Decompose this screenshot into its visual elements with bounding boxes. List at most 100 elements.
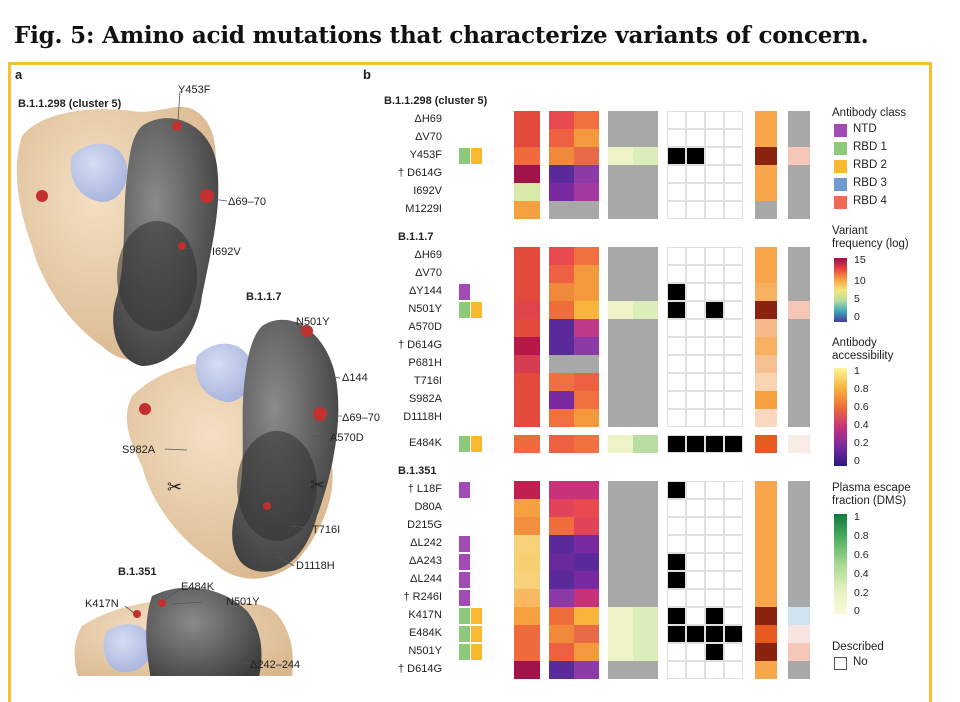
heatmap-described-cell (667, 183, 686, 201)
heatmap-described-cell (705, 409, 724, 427)
row-label: ΔL244 (410, 573, 442, 585)
heatmap-described-cell (667, 265, 686, 283)
heatmap-described-cell (724, 535, 743, 553)
legend-title-line: Variant (832, 225, 868, 237)
heatmap-mutation-cell (755, 283, 777, 301)
heatmap-escape-cell (608, 283, 658, 301)
row-label: M1229I (405, 203, 442, 215)
heatmap-accessibility-cell (549, 319, 574, 337)
heatmap-mutation-cell (755, 409, 777, 427)
heatmap-accessibility-cell (549, 283, 574, 301)
heatmap-accessibility-cell (549, 535, 574, 553)
heatmap-described-cell (686, 517, 705, 535)
row-label: K417N (408, 609, 442, 621)
heatmap-described-cell (724, 319, 743, 337)
mutation-label: D1118H (296, 560, 335, 572)
group-title: B.1.1.7 (398, 231, 434, 243)
heatmap-frequency-cell (514, 129, 540, 147)
legend-item: RBD 3 (853, 177, 887, 189)
heatmap-frequency-cell (514, 409, 540, 427)
heatmap-escape-cell (608, 589, 658, 607)
heatmap-escape-cell (608, 183, 658, 201)
heatmap-mutation-cell (755, 535, 777, 553)
legend-title-antibody-class: Antibody class (832, 107, 907, 119)
heatmap-described-cell (667, 319, 686, 337)
heatmap-frequency-cell (514, 319, 540, 337)
heatmap-described-cell (705, 435, 724, 453)
legend-swatch (834, 196, 847, 209)
heatmap-described-cell (686, 643, 705, 661)
heatmap-described-cell (724, 571, 743, 589)
heatmap-mutation-cell (788, 409, 810, 427)
heatmap-mutation-cell (755, 355, 777, 373)
mutation-label: Δ69–70 (342, 412, 380, 424)
row-label: † L18F (407, 483, 442, 495)
heatmap-accessibility-cell (574, 265, 599, 283)
heatmap-accessibility-cell (574, 391, 599, 409)
heatmap-accessibility-cell (574, 607, 599, 625)
heatmap-mutation-cell (755, 571, 777, 589)
heatmap-mutation-cell (755, 391, 777, 409)
heatmap-accessibility-cell (574, 111, 599, 129)
heatmap-frequency-cell (514, 265, 540, 283)
heatmap-accessibility-cell (574, 499, 599, 517)
colorbar-tick: 0.8 (854, 530, 869, 542)
heatmap-accessibility-cell (549, 201, 574, 219)
heatmap-described-cell (686, 499, 705, 517)
heatmap-described-cell (667, 129, 686, 147)
row-label: ΔH69 (414, 249, 442, 261)
heatmap-frequency-cell (514, 535, 540, 553)
svg-text:✂: ✂ (167, 477, 182, 497)
heatmap-mutation-cell (788, 481, 810, 499)
heatmap-described-cell (724, 301, 743, 319)
heatmap-accessibility-cell (549, 337, 574, 355)
heatmap-escape-cell (608, 301, 633, 319)
legend-swatch (834, 160, 847, 173)
heatmap-mutation-cell (788, 247, 810, 265)
heatmap-frequency-cell (514, 517, 540, 535)
heatmap-described-cell (686, 283, 705, 301)
heatmap-accessibility-cell (549, 373, 574, 391)
heatmap-described-cell (705, 283, 724, 301)
heatmap-class-cell (459, 148, 470, 164)
heatmap-described-cell (705, 481, 724, 499)
heatmap-frequency-cell (514, 589, 540, 607)
heatmap-frequency-cell (514, 643, 540, 661)
mutation-label: E484K (181, 581, 215, 593)
colorbar-tick: 0.2 (854, 587, 869, 599)
heatmap-mutation-cell (788, 355, 810, 373)
heatmap-mutation-cell (755, 337, 777, 355)
heatmap-described-cell (724, 265, 743, 283)
row-label: ΔH69 (414, 113, 442, 125)
mutation-label: Δ242–244 (250, 659, 301, 671)
legend-item: No (853, 656, 868, 668)
heatmap-frequency-cell (514, 283, 540, 301)
heatmap-accessibility-cell (549, 643, 574, 661)
heatmap-frequency-cell (514, 247, 540, 265)
heatmap-described-cell (686, 201, 705, 219)
heatmap-escape-cell (608, 625, 633, 643)
heatmap-described-cell (686, 265, 705, 283)
mutation-label: K417N (85, 598, 119, 610)
heatmap-accessibility-cell (574, 571, 599, 589)
heatmap-mutation-cell (755, 265, 777, 283)
row-label: † D614G (397, 339, 442, 351)
heatmap-escape-cell (608, 481, 658, 499)
heatmap-accessibility-cell (574, 435, 599, 453)
heatmap-escape-cell (608, 435, 633, 453)
mutation-label: S982A (122, 444, 156, 456)
heatmap-frequency-cell (514, 373, 540, 391)
heatmap-accessibility-cell (549, 571, 574, 589)
row-label: D1118H (403, 411, 442, 423)
heatmap-escape-cell (608, 355, 658, 373)
heatmap-mutation-cell (755, 147, 777, 165)
heatmap-accessibility-cell (574, 643, 599, 661)
heatmap-described-cell (705, 517, 724, 535)
row-label: ΔL242 (410, 537, 442, 549)
heatmap-accessibility-cell (574, 201, 599, 219)
heatmap-mutation-cell (755, 201, 777, 219)
heatmap-described-cell (705, 301, 724, 319)
heatmap-frequency-cell (514, 661, 540, 679)
heatmap-mutation-cell (755, 373, 777, 391)
heatmap-accessibility-cell (549, 409, 574, 427)
